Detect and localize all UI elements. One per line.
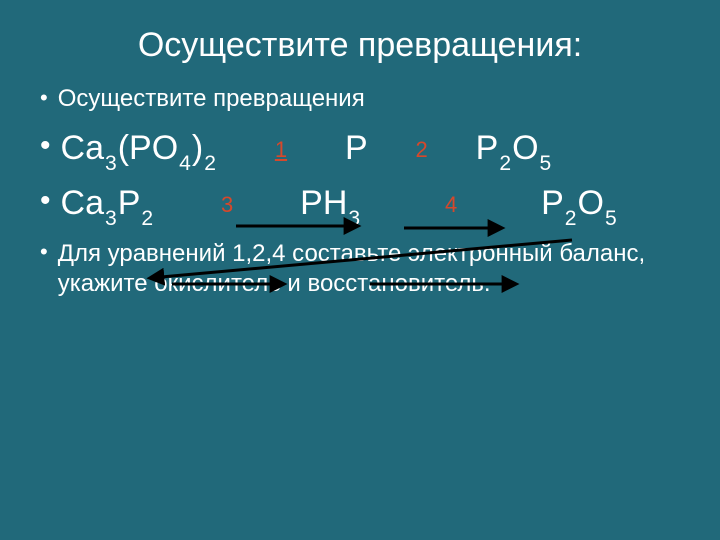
compound-ph3: PH3: [300, 184, 361, 223]
step-number-1: 1: [275, 137, 287, 163]
compound-p2o5-b: P2O5: [541, 184, 618, 223]
compound-p2o5-a: P2O5: [476, 129, 553, 168]
intro-bullet: Осуществите превращения: [40, 85, 680, 113]
compound-ca3po4-2: Ca3(PO4)2: [61, 129, 217, 168]
step-number-4: 4: [445, 192, 457, 218]
formula-row-2: Ca3P2 3 PH3 4 P2O5: [40, 184, 680, 223]
step-gap-3: 3: [154, 184, 300, 223]
step-gap-4: 4: [361, 184, 541, 223]
intro-text: Осуществите превращения: [58, 85, 365, 113]
formula-row-2-content: Ca3P2 3 PH3 4 P2O5: [61, 184, 618, 223]
step-gap-1: 1: [217, 129, 345, 168]
slide-title: Осуществите превращения:: [40, 26, 680, 65]
compound-ca3p2: Ca3P2: [61, 184, 155, 223]
formula-row-1: Ca3(PO4)2 1 P 2 P2O5: [40, 129, 680, 168]
step-gap-2: 2: [368, 129, 476, 168]
step-number-3: 3: [221, 192, 233, 218]
outro-bullet: Для уравнений 1,2,4 составьте электронны…: [40, 239, 680, 299]
slide: Осуществите превращения: Осуществите пре…: [0, 0, 720, 540]
compound-p: P: [345, 129, 368, 168]
formula-row-1-content: Ca3(PO4)2 1 P 2 P2O5: [61, 129, 553, 168]
outro-text: Для уравнений 1,2,4 составьте электронны…: [58, 239, 680, 299]
step-number-2: 2: [416, 137, 428, 163]
